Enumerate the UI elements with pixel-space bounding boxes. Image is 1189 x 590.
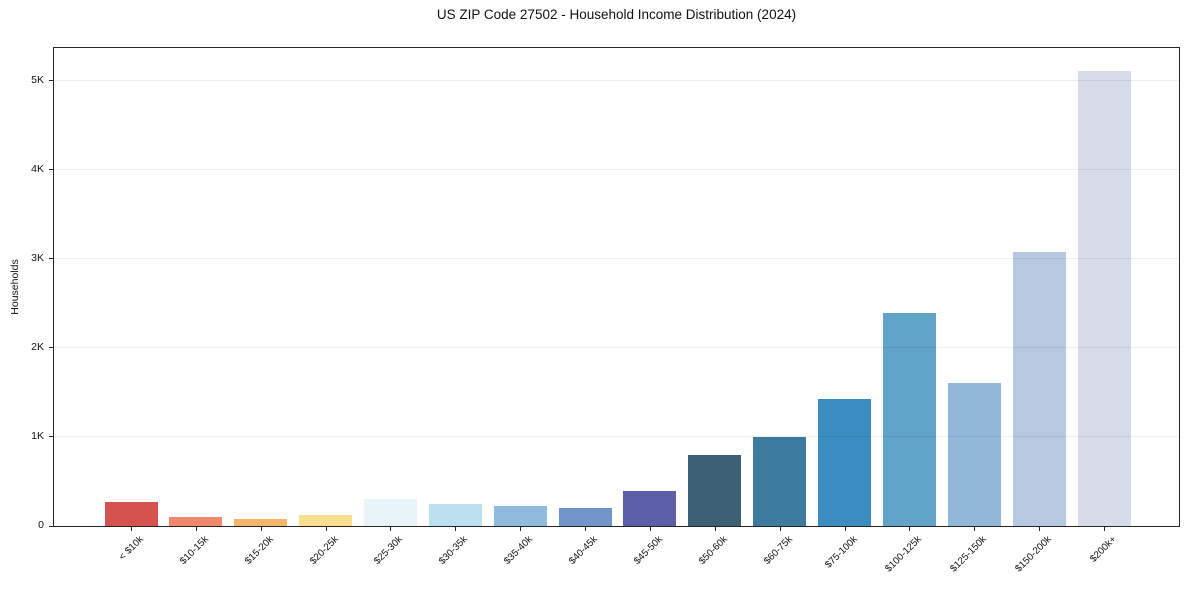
y-tick-mark xyxy=(49,169,53,171)
y-tick-label: 3K xyxy=(31,251,44,264)
x-tick-mark xyxy=(585,527,587,531)
y-tick-mark xyxy=(49,525,53,527)
y-tick-mark xyxy=(49,347,53,349)
y-axis-label: Households xyxy=(9,259,21,315)
x-tick-mark xyxy=(974,527,976,531)
bar xyxy=(493,506,547,526)
gridline xyxy=(54,435,1179,437)
bar xyxy=(363,498,417,526)
gridline xyxy=(54,346,1179,348)
bar xyxy=(558,507,612,526)
x-tick-mark xyxy=(390,527,392,531)
y-tick-label: 0 xyxy=(38,519,44,531)
bar xyxy=(428,503,482,526)
gridline xyxy=(54,257,1179,259)
x-tick-mark xyxy=(779,527,781,531)
bar xyxy=(947,383,1001,526)
y-tick-mark xyxy=(49,258,53,260)
bar xyxy=(688,454,742,526)
x-tick-mark xyxy=(909,527,911,531)
bar xyxy=(818,398,872,526)
gridline xyxy=(54,168,1179,170)
x-tick-mark xyxy=(195,527,197,531)
x-tick-mark xyxy=(844,527,846,531)
x-tick-mark xyxy=(1039,527,1041,531)
bar xyxy=(169,517,223,526)
x-tick-mark xyxy=(325,527,327,531)
bar xyxy=(753,436,807,526)
x-tick-mark xyxy=(455,527,457,531)
x-tick-mark xyxy=(520,527,522,531)
bar xyxy=(104,501,158,526)
bar xyxy=(234,518,288,526)
plot-area xyxy=(53,47,1180,527)
x-tick-mark xyxy=(260,527,262,531)
gridline xyxy=(54,79,1179,81)
x-tick-mark xyxy=(714,527,716,531)
y-tick-label: 5K xyxy=(31,73,44,86)
x-tick-label: < $10k xyxy=(117,534,146,563)
bar xyxy=(882,313,936,526)
y-tick-mark xyxy=(49,80,53,82)
chart-title: US ZIP Code 27502 - Household Income Dis… xyxy=(436,7,797,22)
x-tick-mark xyxy=(649,527,651,531)
x-tick-mark xyxy=(1104,527,1105,531)
y-tick-label: 1K xyxy=(31,429,44,442)
bar xyxy=(299,515,353,526)
bar xyxy=(1077,70,1131,526)
bar xyxy=(1012,252,1066,526)
bar xyxy=(623,491,677,526)
y-tick-label: 4K xyxy=(31,162,44,175)
x-tick-mark xyxy=(131,527,132,531)
y-tick-label: 2K xyxy=(31,340,44,353)
y-tick-mark xyxy=(49,436,53,438)
